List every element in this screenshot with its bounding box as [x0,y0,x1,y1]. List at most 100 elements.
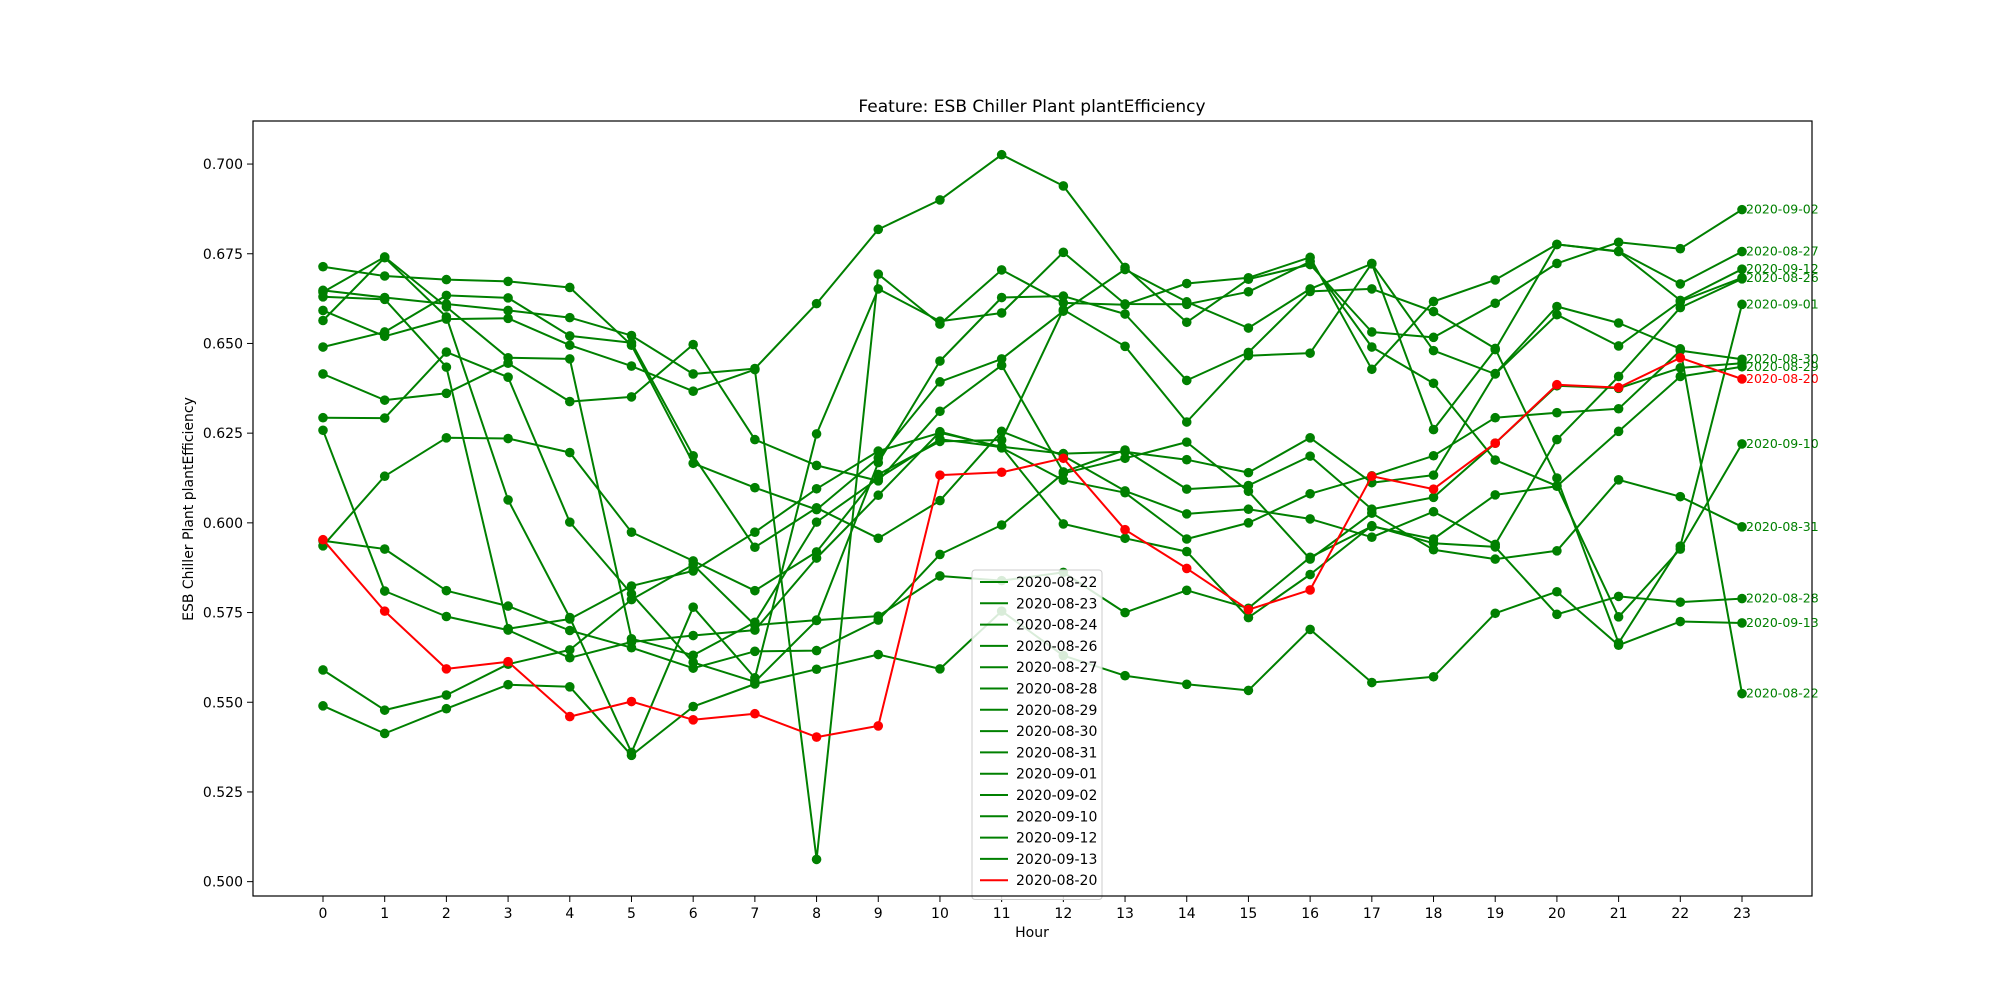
data-point [1058,247,1069,258]
data-point [1305,286,1315,297]
data-point [688,657,698,668]
data-point [564,652,575,663]
legend-entry: 2020-09-13 [1016,852,1097,868]
data-point [935,319,945,329]
data-point [1305,585,1315,595]
data-point [811,483,822,494]
data-point [1552,309,1562,320]
x-tick-label: 9 [874,906,883,922]
y-tick-label: 0.500 [203,875,243,891]
data-point [379,728,390,739]
x-tick-label: 2 [442,906,451,922]
x-tick-label: 21 [1610,906,1628,922]
data-point [935,434,945,445]
data-point [1737,593,1747,604]
data-point [811,504,822,515]
data-point [1181,563,1192,574]
data-point [1428,378,1439,389]
data-point [811,664,822,675]
data-point [441,347,452,357]
data-point [1490,455,1501,465]
data-point [873,721,884,731]
data-point [1428,534,1439,544]
legend-entry: 2020-09-12 [1016,831,1097,847]
series-2020-08-22: 2020-08-22 [318,292,1819,701]
data-point [1428,470,1439,480]
x-tick-label: 12 [1054,906,1072,922]
y-tick-label: 0.600 [203,516,243,532]
data-point [1243,347,1254,358]
data-point [1490,542,1501,552]
series-2020-09-10: 2020-09-10 [318,247,1819,758]
data-point [503,495,513,505]
data-point [503,305,513,316]
data-point [379,413,390,423]
data-point [1181,299,1192,310]
data-point [750,625,760,635]
data-point [1120,299,1130,310]
data-point [503,293,513,303]
data-point [996,520,1007,530]
x-tick-label: 22 [1671,906,1689,922]
data-point [1675,491,1686,502]
series-end-label: 2020-09-02 [1746,202,1819,217]
data-point [1243,604,1254,615]
data-point [318,534,328,545]
data-point [1552,434,1562,445]
data-point [1120,341,1130,352]
legend-entry: 2020-08-31 [1016,745,1097,761]
y-axis-title: ESB Chiller Plant plantEfficiency [181,397,197,621]
legend-entry: 2020-08-30 [1016,724,1097,740]
x-tick-label: 18 [1425,906,1443,922]
data-point [1305,348,1315,358]
data-point [564,282,575,293]
legend-entry: 2020-08-29 [1016,703,1097,719]
data-point [1120,533,1130,544]
data-point [750,364,760,375]
data-point [1675,597,1686,607]
data-point [1243,685,1254,696]
data-point [935,549,945,560]
data-point [1305,624,1315,635]
data-point [1737,361,1747,372]
series-end-label: 2020-08-26 [1746,270,1819,285]
data-point [1181,509,1192,519]
data-point [750,585,760,596]
data-point [873,284,884,294]
data-point [1490,412,1501,423]
data-point [1243,486,1254,497]
legend-entry: 2020-09-10 [1016,809,1097,825]
data-point [1737,618,1747,628]
data-point [1675,243,1686,254]
data-point [1181,546,1192,557]
series-end-label: 2020-08-30 [1746,351,1819,366]
data-point [1613,403,1624,414]
data-point [688,630,698,641]
data-point [1613,237,1624,248]
data-point [379,544,390,554]
data-point [1613,318,1624,328]
series-end-label: 2020-08-28 [1746,591,1819,606]
data-point [1737,204,1747,215]
data-point [688,715,698,725]
data-point [1120,309,1130,319]
data-point [1367,471,1377,482]
series-end-label: 2020-09-13 [1746,615,1819,630]
data-point [996,149,1007,160]
data-point [503,679,513,690]
data-point [1243,504,1254,515]
data-point [1552,609,1562,620]
legend: 2020-08-22 2020-08-23 2020-08-24 2020-08-26… [971,569,1103,900]
data-point [750,482,760,493]
data-point [1613,341,1624,351]
data-point [1613,474,1624,485]
data-point [1367,532,1377,543]
data-point [996,354,1007,364]
x-tick-label: 10 [931,906,949,922]
data-point [1243,272,1254,283]
legend-entry: 2020-08-20 [1016,873,1097,889]
data-point [1305,252,1315,263]
x-tick-label: 16 [1301,906,1319,922]
data-point [379,586,390,596]
y-tick-label: 0.550 [203,695,243,711]
